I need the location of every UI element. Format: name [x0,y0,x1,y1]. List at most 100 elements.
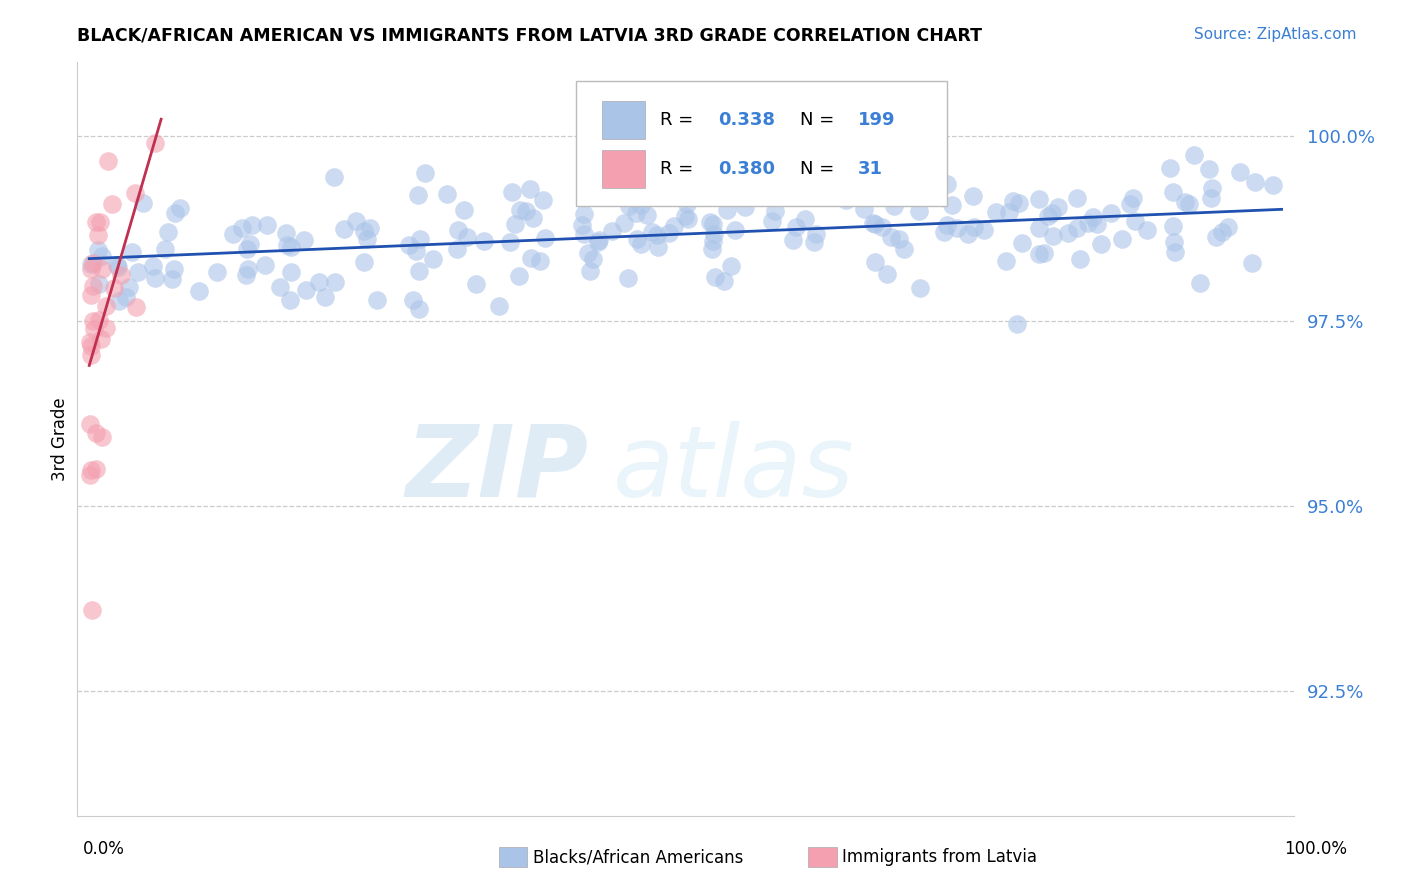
Point [994,253,1017,268]
Point [446,223,468,237]
Point [1178,196,1201,211]
Point [1123,213,1146,227]
Text: 0.338: 0.338 [718,112,775,129]
Point [1119,197,1142,211]
Point [97,153,120,168]
Point [278,293,301,307]
Point [82,279,104,293]
Point [79,334,101,349]
Point [862,216,884,230]
Point [456,230,478,244]
Y-axis label: 3rd Grade: 3rd Grade [51,398,69,481]
Point [793,158,815,172]
Point [308,275,330,289]
Point [1099,205,1122,219]
Point [83,321,105,335]
Point [294,233,316,247]
Point [1008,196,1031,211]
Point [1081,210,1104,224]
Point [1163,219,1185,233]
Point [1111,232,1133,246]
Point [1199,191,1222,205]
Point [453,202,475,217]
Point [314,290,336,304]
Point [256,218,278,232]
Point [782,233,804,247]
Text: N =: N = [800,161,839,178]
Point [80,339,103,353]
Bar [602,102,645,139]
Point [935,177,957,191]
Point [1069,252,1091,266]
Point [422,252,444,266]
Point [630,198,652,212]
Point [1042,229,1064,244]
Point [110,268,132,282]
Point [946,220,969,235]
Point [294,283,316,297]
Point [222,227,245,242]
Point [436,186,458,201]
Point [834,194,856,208]
Point [1164,244,1187,259]
Point [84,462,107,476]
Point [446,242,468,256]
Point [509,203,531,218]
Point [322,170,344,185]
Point [90,332,112,346]
Point [80,287,103,301]
Point [613,216,636,230]
Point [87,277,110,291]
Point [107,260,129,274]
Point [499,235,522,249]
Point [1218,219,1240,234]
Point [1136,223,1159,237]
Point [96,321,118,335]
Point [702,234,724,248]
Point [998,204,1021,219]
Point [91,430,114,444]
Point [624,206,647,220]
Point [90,261,112,276]
Text: R =: R = [659,161,699,178]
Point [582,252,605,266]
Point [353,255,375,269]
Point [1002,194,1025,208]
Point [1090,236,1112,251]
Point [522,211,544,226]
Point [488,300,510,314]
Point [605,186,627,201]
Point [1261,178,1284,192]
Text: 0.380: 0.380 [718,161,775,178]
Point [853,202,876,216]
Point [645,228,668,243]
Point [127,265,149,279]
Point [1244,175,1267,189]
Point [863,255,886,269]
Point [359,220,381,235]
Point [90,249,112,263]
Point [699,214,721,228]
Point [118,280,141,294]
Point [356,232,378,246]
Point [86,214,108,228]
Point [572,207,595,221]
Point [89,313,111,327]
Point [143,136,166,150]
Point [84,425,107,440]
Point [572,227,595,241]
Point [716,203,738,218]
Point [962,188,984,202]
Point [80,257,103,271]
Point [145,271,167,285]
Point [647,240,669,254]
Point [761,214,783,228]
Point [733,189,755,203]
Point [408,187,430,202]
Point [893,242,915,256]
Point [508,268,530,283]
Point [676,212,699,227]
Text: Immigrants from Latvia: Immigrants from Latvia [842,848,1038,866]
Point [1005,318,1028,332]
Point [1028,192,1050,206]
